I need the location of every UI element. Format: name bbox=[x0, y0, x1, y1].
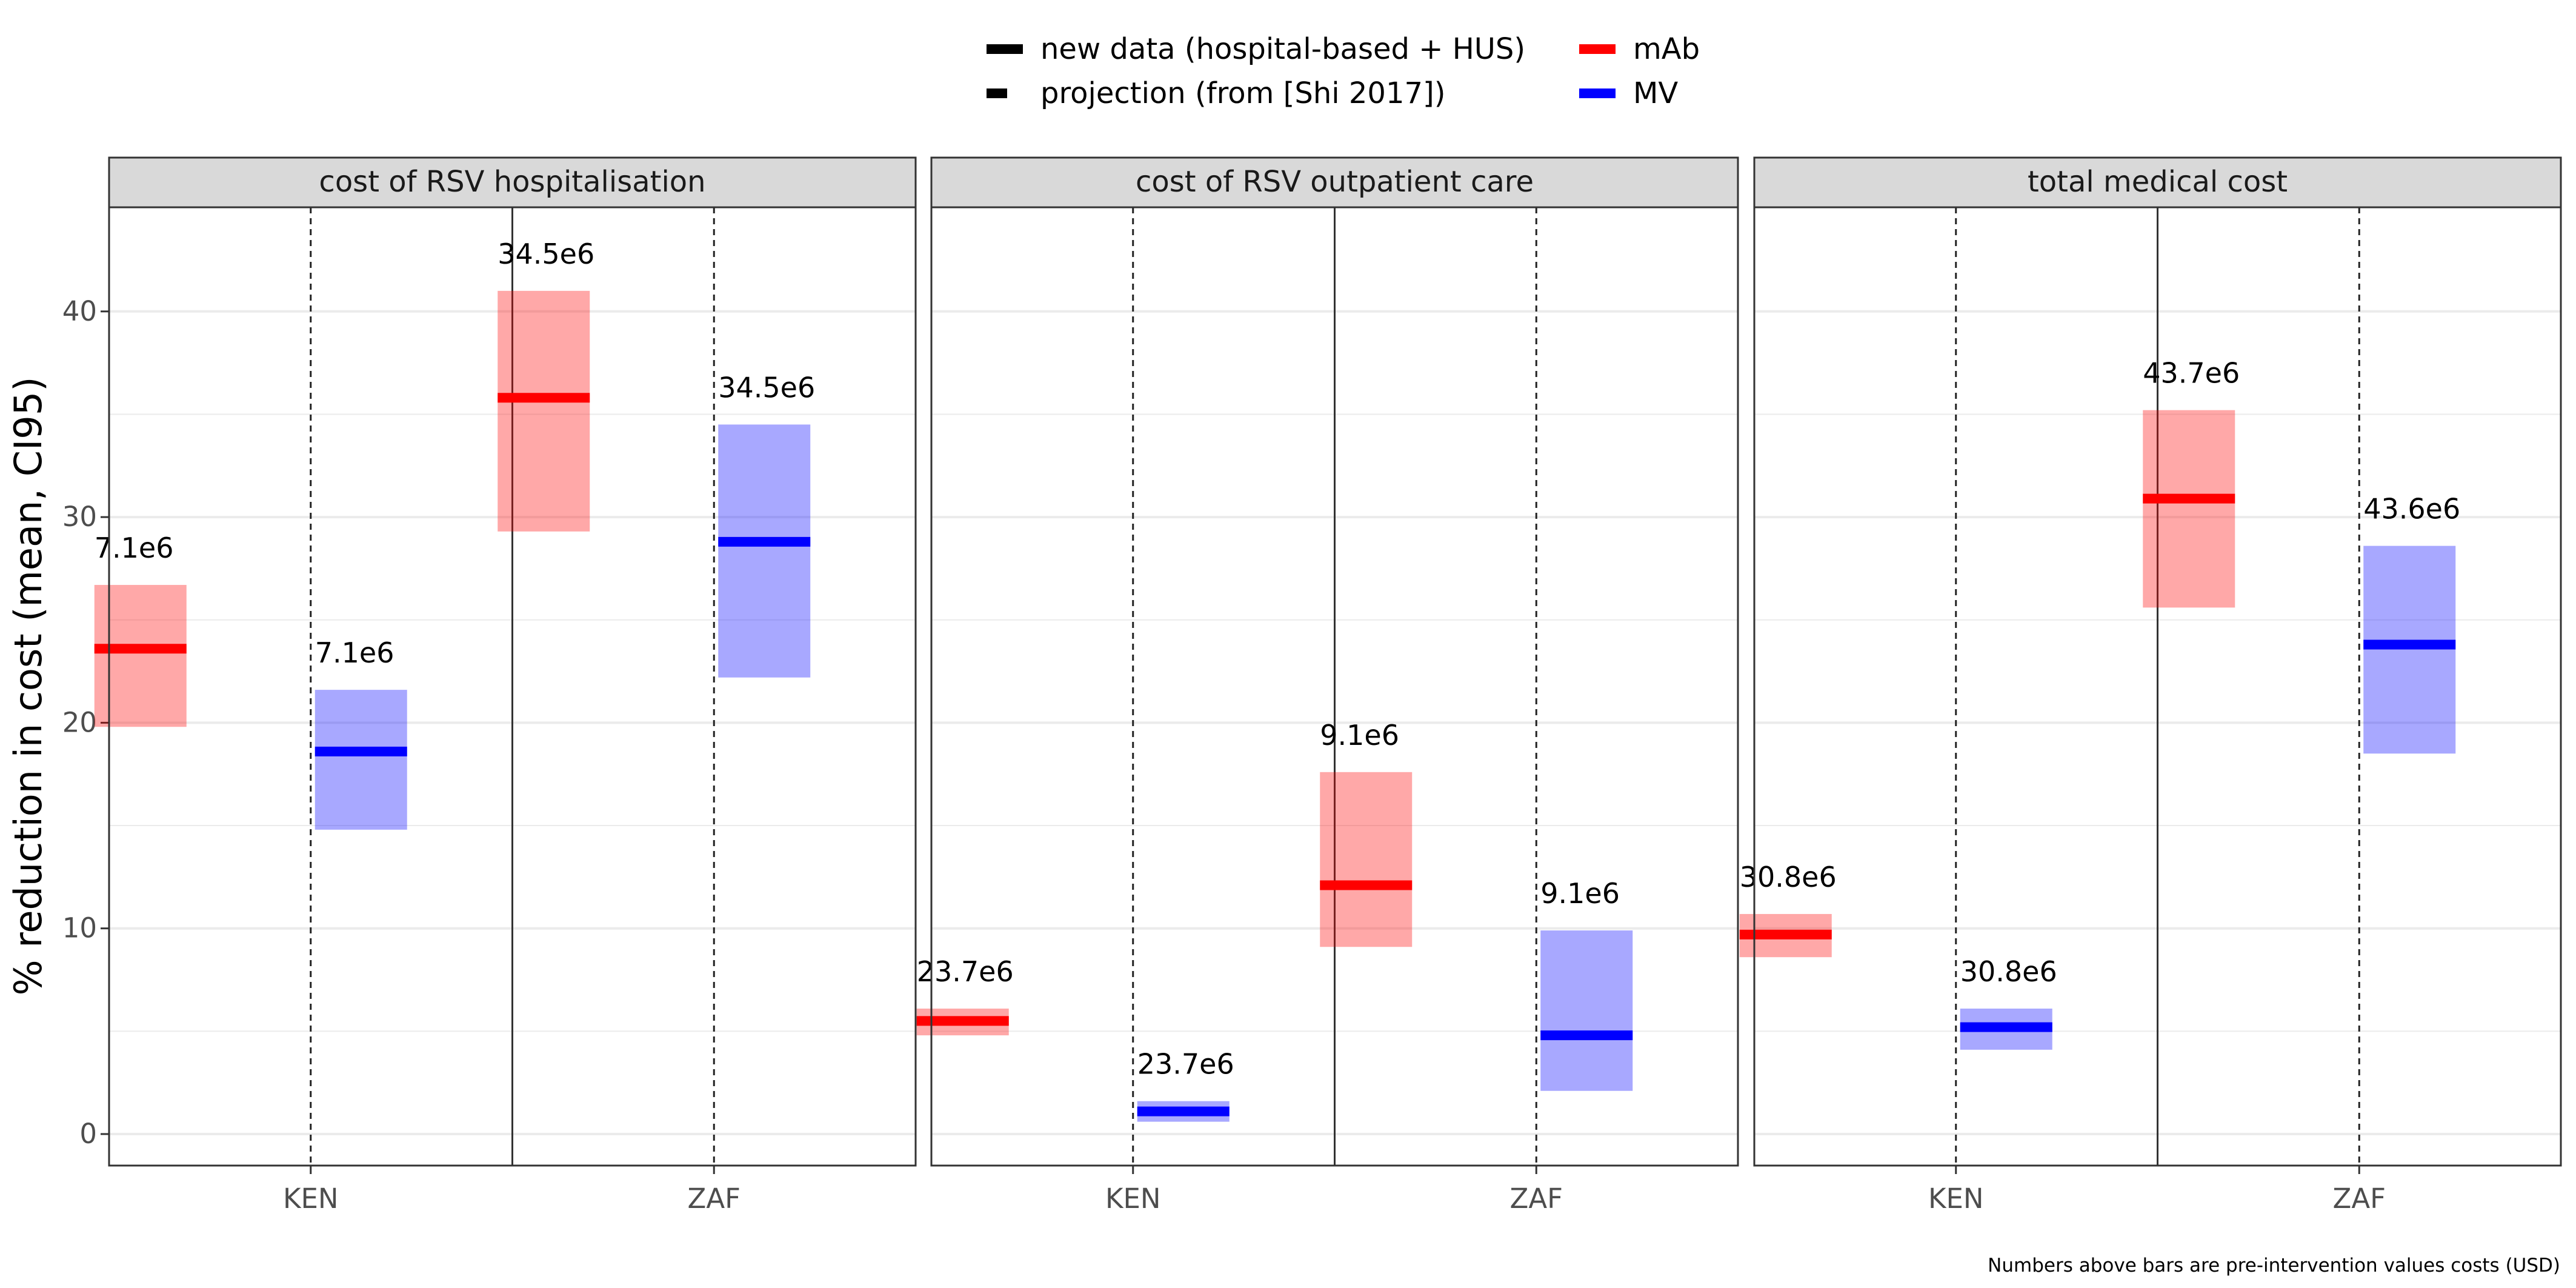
panel-border bbox=[1753, 206, 2562, 1167]
ci-band-MV-ZAF bbox=[718, 424, 811, 678]
ci-band-mAb-ZAF bbox=[1320, 772, 1413, 947]
data-label: 7.1e6 bbox=[95, 532, 174, 564]
y-tick-label: 20 bbox=[62, 706, 97, 738]
ci-band-mAb-ZAF bbox=[2143, 410, 2235, 608]
ci-band-mAb-ZAF bbox=[498, 290, 590, 532]
caption: Numbers above bars are pre-intervention … bbox=[1988, 1255, 2560, 1276]
data-label: 9.1e6 bbox=[1320, 719, 1399, 752]
x-tick-label: KEN bbox=[1105, 1183, 1161, 1215]
data-label: 23.7e6 bbox=[1137, 1048, 1234, 1081]
legend-label-new-data: new data (hospital-based + HUS) bbox=[1040, 32, 1525, 66]
x-tick-label: ZAF bbox=[2333, 1183, 2386, 1215]
panel-title: total medical cost bbox=[2028, 165, 2288, 199]
panels: 0 10 20 30 40 cost of RSV hospitalisation KEN Z… bbox=[62, 156, 2562, 1215]
panel-strip bbox=[930, 156, 1739, 209]
data-label: 34.5e6 bbox=[718, 371, 815, 404]
data-label: 43.7e6 bbox=[2143, 357, 2240, 390]
panel-strip bbox=[108, 156, 917, 209]
x-tick-label: KEN bbox=[1928, 1183, 1984, 1215]
legend: new data (hospital-based + HUS) projecti… bbox=[987, 32, 1700, 110]
data-label: 9.1e6 bbox=[1540, 877, 1620, 910]
ci-band-MV-ZAF bbox=[2363, 546, 2456, 754]
data-label: 30.8e6 bbox=[1960, 955, 2057, 988]
panel-border bbox=[930, 206, 1739, 1167]
y-tick-label: 0 bbox=[79, 1118, 97, 1150]
panel-1: cost of RSV hospitalisation KEN ZAF 7.1e6 34… bbox=[94, 156, 917, 1215]
x-tick-label: ZAF bbox=[688, 1183, 741, 1215]
panel-strip bbox=[1753, 156, 2562, 209]
legend-label-mab: mAb bbox=[1633, 32, 1700, 66]
data-label: 7.1e6 bbox=[315, 636, 394, 669]
ci-band-MV-ZAF bbox=[1540, 930, 1633, 1091]
data-label: 23.7e6 bbox=[917, 955, 1014, 988]
y-axis-label: % reduction in cost (mean, CI95) bbox=[6, 377, 50, 996]
data-label: 30.8e6 bbox=[1740, 861, 1837, 893]
panel-border bbox=[108, 206, 917, 1167]
x-tick-label: KEN bbox=[283, 1183, 339, 1215]
y-tick-label: 40 bbox=[62, 295, 97, 327]
panel-title: cost of RSV outpatient care bbox=[1136, 165, 1534, 199]
panel-title: cost of RSV hospitalisation bbox=[319, 165, 705, 199]
ci-band-MV-KEN bbox=[315, 690, 407, 830]
panel-2: cost of RSV outpatient care KEN ZAF 23.7e6 9… bbox=[916, 156, 1739, 1215]
y-tick-label: 10 bbox=[62, 912, 97, 944]
data-label: 43.6e6 bbox=[2363, 493, 2460, 526]
y-tick-label: 30 bbox=[62, 501, 97, 533]
x-tick-label: ZAF bbox=[1510, 1183, 1563, 1215]
panel-3: total medical cost KEN ZAF 30.8e6 43.7e6 30.8… bbox=[1739, 156, 2562, 1215]
data-label: 34.5e6 bbox=[498, 238, 594, 270]
legend-label-projection: projection (from [Shi 2017]) bbox=[1040, 76, 1445, 110]
legend-label-mv: MV bbox=[1633, 76, 1678, 110]
